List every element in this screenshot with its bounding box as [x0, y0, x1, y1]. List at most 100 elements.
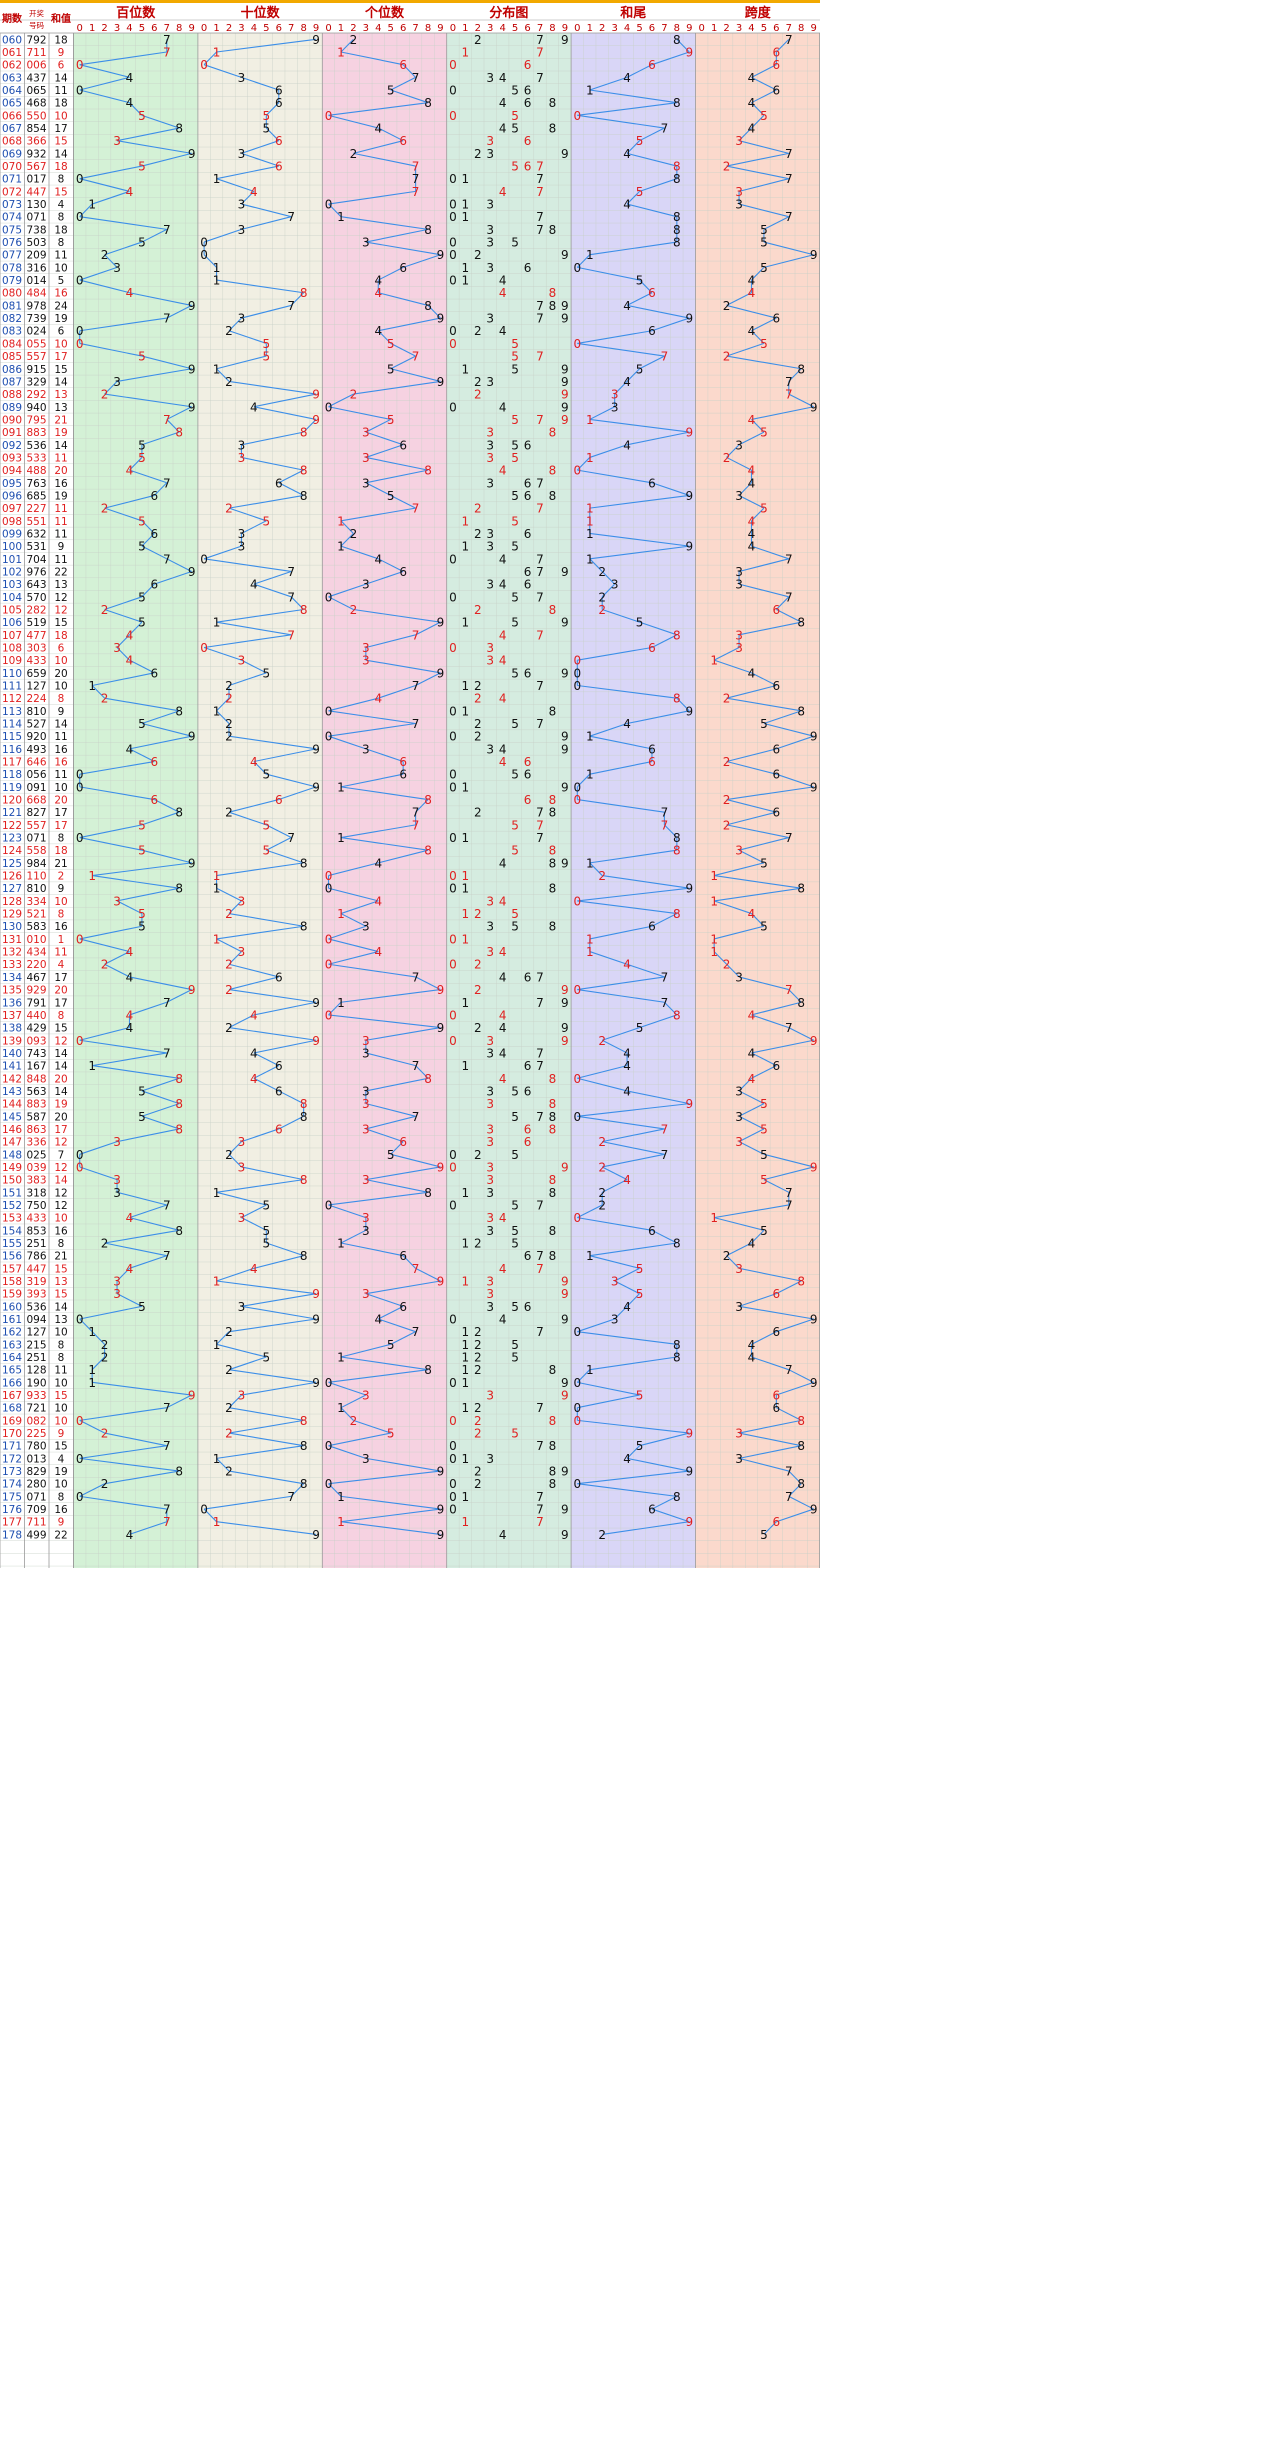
trend-line-segment [328, 697, 379, 712]
trend-value: 4 [374, 552, 382, 566]
trend-line-segment [589, 1242, 677, 1257]
distribution-digit: 8 [549, 464, 557, 478]
trend-line-segment [104, 494, 155, 509]
trend-line-segment [203, 254, 217, 268]
trend-value: 6 [648, 476, 656, 490]
trend-value: 6 [399, 755, 407, 769]
trend-value: 5 [760, 502, 768, 516]
distribution-digit: 1 [462, 1376, 470, 1390]
distribution-digit: 9 [561, 1503, 569, 1517]
sum-value: 14 [54, 440, 68, 452]
trend-line-segment [241, 1381, 317, 1396]
trend-value: 6 [275, 793, 283, 807]
trend-line-segment [365, 1280, 441, 1295]
digit-header: 2 [475, 23, 481, 34]
distribution-digit: 1 [462, 1515, 470, 1529]
sum-value: 19 [54, 1099, 67, 1111]
distribution-digit: 9 [561, 248, 569, 262]
distribution-digit: 5 [511, 920, 519, 934]
trend-line-segment [390, 1141, 404, 1155]
trend-line-segment [216, 355, 267, 370]
trend-line-segment [104, 241, 143, 256]
trend-line-segment [365, 1179, 429, 1193]
trend-value: 4 [126, 1211, 134, 1225]
period-number: 094 [2, 465, 22, 477]
sum-value: 12 [54, 1137, 67, 1149]
trend-line-segment [228, 913, 304, 927]
trend-line-segment [340, 1229, 367, 1244]
trend-value: 4 [126, 96, 134, 110]
trend-line-segment [651, 482, 690, 496]
sum-value: 21 [54, 858, 67, 870]
trend-value: 6 [275, 1084, 283, 1098]
trend-line-segment [776, 608, 802, 623]
trend-value: 4 [748, 96, 756, 110]
distribution-digit: 9 [561, 400, 569, 414]
trend-line-segment [241, 190, 255, 205]
group-title: 十位数 [241, 5, 281, 21]
trend-line-segment [340, 824, 416, 839]
distribution-digit: 0 [449, 768, 457, 782]
trend-line-segment [738, 1419, 802, 1434]
digit-header: 3 [736, 23, 742, 34]
draw-number: 531 [26, 541, 46, 553]
period-number: 065 [2, 98, 22, 110]
trend-value: 3 [362, 1211, 370, 1225]
trend-value: 9 [810, 400, 818, 414]
trend-line-segment [92, 1065, 180, 1079]
trend-value: 0 [200, 248, 208, 262]
period-number: 085 [2, 351, 22, 363]
trend-line-segment [141, 228, 168, 243]
trend-line-segment [602, 608, 640, 623]
column-separators [0, 3, 820, 1568]
sum-value: 12 [54, 1162, 67, 1174]
distribution-digit: 3 [486, 312, 494, 326]
trend-line-segment [228, 1141, 242, 1155]
trend-value: 4 [374, 324, 382, 338]
trend-value: 3 [113, 1173, 121, 1187]
trend-value: 4 [126, 945, 134, 959]
period-number: 095 [2, 478, 22, 490]
trend-line-segment [738, 1457, 789, 1472]
draw-number: 795 [26, 414, 46, 426]
trend-line-segment [253, 1052, 280, 1067]
draw-number: 024 [26, 326, 46, 338]
period-number: 069 [2, 148, 22, 160]
trend-line-segment [626, 203, 677, 218]
trend-value: 7 [785, 1186, 793, 1200]
period-number: 128 [2, 896, 22, 908]
trend-value: 8 [673, 1351, 681, 1365]
trend-value: 2 [225, 958, 233, 972]
trend-line-segment [141, 1115, 180, 1130]
trend-line-segment [129, 102, 143, 116]
trend-value: 6 [399, 1135, 407, 1149]
draw-number: 447 [26, 1263, 46, 1275]
trend-value: 9 [312, 1313, 320, 1327]
trend-value: 7 [412, 970, 420, 984]
sum-value: 9 [58, 883, 65, 895]
distribution-digit: 3 [486, 1452, 494, 1466]
trend-value: 1 [88, 198, 96, 212]
trend-line-segment [203, 646, 242, 661]
distribution-digit: 3 [486, 1300, 494, 1314]
period-number: 167 [2, 1390, 22, 1402]
trend-value: 7 [287, 831, 295, 845]
trend-line-segment [651, 913, 678, 927]
distribution-digit: 4 [499, 692, 507, 706]
trend-value: 3 [735, 1135, 743, 1149]
period-number: 102 [2, 566, 22, 578]
distribution-digit: 8 [549, 1173, 557, 1187]
trend-line-segment [626, 368, 640, 382]
trend-value: 3 [611, 1313, 619, 1327]
trend-value: 2 [225, 806, 233, 820]
trend-value: 4 [250, 1008, 258, 1022]
draw-number: 827 [26, 807, 46, 819]
trend-line-segment [577, 989, 665, 1003]
trend-value: 4 [748, 540, 756, 554]
trend-line-segment [713, 951, 727, 965]
digit-header: 5 [139, 23, 145, 34]
trend-line-segment [365, 482, 391, 496]
trend-line-segment [365, 1103, 416, 1117]
trend-line-segment [589, 735, 653, 750]
trend-line-segment [726, 811, 777, 826]
